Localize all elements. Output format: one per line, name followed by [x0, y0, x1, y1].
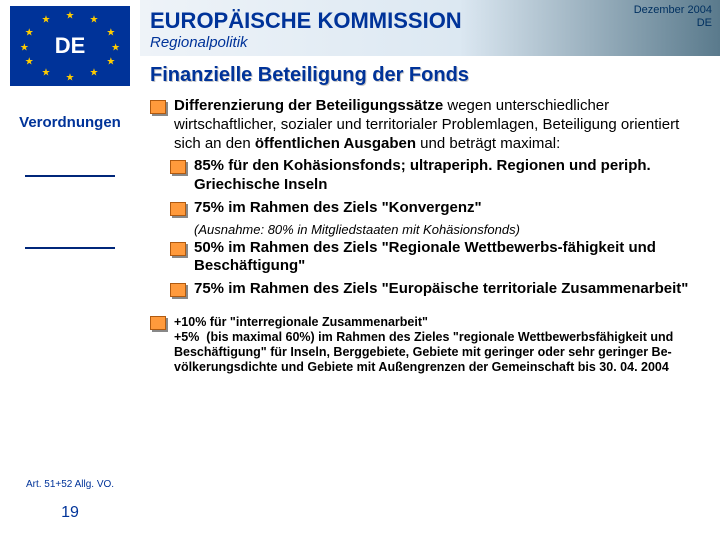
note-text: (Ausnahme: 80% in Mitgliedstaaten mit Ko… [194, 222, 710, 237]
divider [25, 247, 115, 249]
bullet-text: 50% im Rahmen des Ziels "Regionale Wettb… [194, 239, 710, 277]
header-date: Dezember 2004 DE [634, 4, 712, 30]
header-subtitle: Regionalpolitik [150, 34, 710, 51]
bullet-item: 50% im Rahmen des Ziels "Regionale Wettb… [170, 239, 710, 277]
bullet-icon [150, 100, 166, 114]
sidebar-label: Verordnungen [19, 114, 121, 131]
content: Finanzielle Beteiligung der Fonds Differ… [140, 56, 720, 385]
header: EUROPÄISCHE KOMMISSION Regionalpolitik D… [140, 0, 720, 56]
bullet-item: 75% im Rahmen des Ziels "Konvergenz" [170, 199, 710, 218]
bullet-icon [150, 316, 166, 330]
eu-flag: ★ ★ ★ ★ ★ ★ ★ ★ ★ ★ ★ ★ DE [10, 6, 130, 86]
bullet-text: +10% für "interregionale Zusammenarbeit"… [174, 315, 710, 375]
bullet-text: 85% für den Kohäsionsfonds; ultraperiph.… [194, 157, 710, 195]
bullet-text: 75% im Rahmen des Ziels "Europäische ter… [194, 280, 688, 299]
bullet-icon [170, 202, 186, 216]
header-title: EUROPÄISCHE KOMMISSION [150, 8, 710, 34]
bullet-icon [170, 160, 186, 174]
bullet-item: 85% für den Kohäsionsfonds; ultraperiph.… [170, 157, 710, 195]
main: EUROPÄISCHE KOMMISSION Regionalpolitik D… [140, 0, 720, 540]
section-title: Finanzielle Beteiligung der Fonds [150, 64, 710, 87]
bullet-icon [170, 242, 186, 256]
sidebar: ★ ★ ★ ★ ★ ★ ★ ★ ★ ★ ★ ★ DE Verordnungen … [0, 0, 140, 540]
flag-lang: DE [55, 33, 86, 59]
bullet-icon [170, 283, 186, 297]
slide: ★ ★ ★ ★ ★ ★ ★ ★ ★ ★ ★ ★ DE Verordnungen … [0, 0, 720, 540]
date-line: Dezember 2004 [634, 4, 712, 17]
page-number: 19 [61, 504, 79, 522]
article-ref: Art. 51+52 Allg. VO. [26, 479, 114, 490]
bullet-text: Differenzierung der Beteiligungssätze we… [174, 97, 710, 153]
divider [25, 175, 115, 177]
bullet-item: +10% für "interregionale Zusammenarbeit"… [150, 315, 710, 375]
bullet-text: 75% im Rahmen des Ziels "Konvergenz" [194, 199, 482, 218]
bullet-item: Differenzierung der Beteiligungssätze we… [150, 97, 710, 153]
date-lang: DE [634, 17, 712, 30]
bullet-item: 75% im Rahmen des Ziels "Europäische ter… [170, 280, 710, 299]
